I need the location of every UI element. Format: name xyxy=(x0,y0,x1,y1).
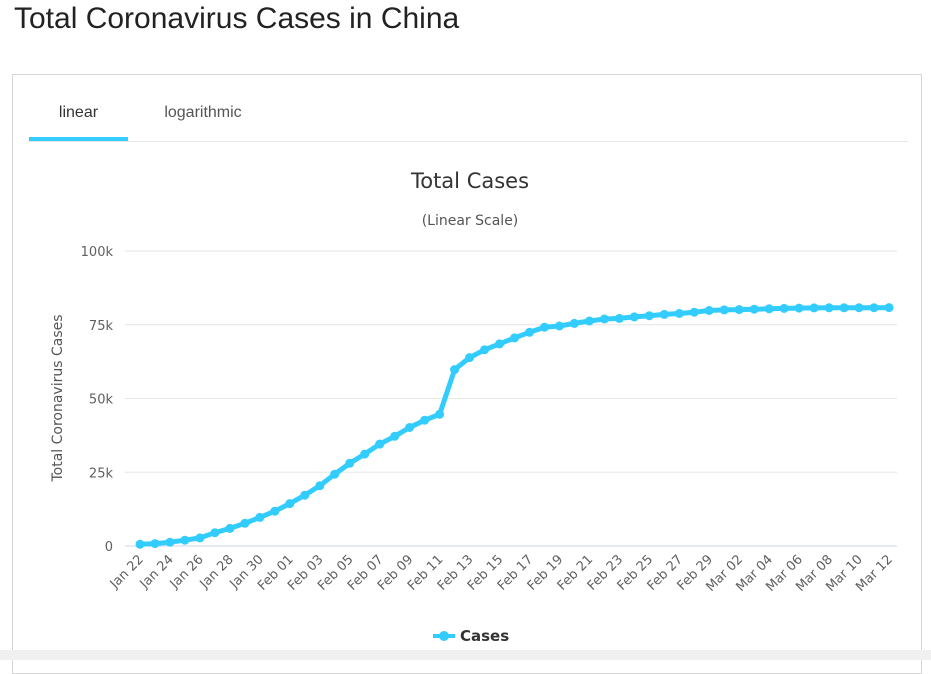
data-point[interactable] xyxy=(240,518,250,528)
data-point[interactable] xyxy=(614,313,624,323)
data-point[interactable] xyxy=(285,499,295,509)
data-point[interactable] xyxy=(150,539,160,549)
data-point[interactable] xyxy=(135,539,145,549)
y-tick-label: 0 xyxy=(105,540,113,555)
data-point[interactable] xyxy=(584,316,594,326)
y-tick-labels: 0 25k 50k 75k 100k xyxy=(81,245,114,555)
data-point[interactable] xyxy=(794,303,804,313)
series-cases xyxy=(135,303,894,549)
data-point[interactable] xyxy=(525,327,534,337)
data-point[interactable] xyxy=(644,311,654,321)
page-title: Total Coronavirus Cases in China xyxy=(14,2,460,35)
data-point[interactable] xyxy=(300,490,310,500)
data-point[interactable] xyxy=(480,345,489,355)
tab-linear[interactable]: linear xyxy=(58,104,99,121)
data-point[interactable] xyxy=(375,439,385,449)
data-point[interactable] xyxy=(674,309,684,318)
data-point[interactable] xyxy=(225,523,235,533)
page-bottom-strip xyxy=(0,650,931,660)
data-point[interactable] xyxy=(689,307,699,317)
y-tick-label: 75k xyxy=(89,319,114,334)
data-point[interactable] xyxy=(270,506,280,516)
data-point[interactable] xyxy=(510,333,519,343)
scale-tabs: linear logarithmic xyxy=(28,89,908,142)
data-point[interactable] xyxy=(884,303,894,313)
data-point[interactable] xyxy=(569,318,579,328)
data-point[interactable] xyxy=(390,431,400,441)
data-point[interactable] xyxy=(420,415,430,425)
grid-lines xyxy=(125,250,897,547)
data-point[interactable] xyxy=(599,314,609,324)
data-point[interactable] xyxy=(839,303,849,313)
x-tick-label: Jan 28 xyxy=(197,552,237,592)
data-point[interactable] xyxy=(854,303,864,313)
x-tick-label: Jan 22 xyxy=(107,552,147,592)
data-point[interactable] xyxy=(824,303,834,313)
y-tick-label: 50k xyxy=(89,393,114,408)
data-point[interactable] xyxy=(360,449,370,459)
x-tick-label: Jan 24 xyxy=(137,552,177,592)
data-point[interactable] xyxy=(435,409,445,419)
data-point[interactable] xyxy=(704,306,714,315)
active-tab-indicator xyxy=(29,137,128,141)
y-tick-label: 25k xyxy=(89,466,114,481)
data-point[interactable] xyxy=(659,309,669,319)
data-point[interactable] xyxy=(210,528,220,538)
data-point[interactable] xyxy=(255,512,265,522)
data-point[interactable] xyxy=(465,353,475,363)
data-point[interactable] xyxy=(195,533,205,543)
data-point[interactable] xyxy=(165,537,175,547)
legend[interactable]: Cases xyxy=(433,627,509,645)
y-axis-label: Total Coronavirus Cases xyxy=(50,314,66,482)
data-point[interactable] xyxy=(629,312,639,322)
legend-cases-symbol-marker xyxy=(439,631,449,641)
x-tick-label: Jan 26 xyxy=(167,552,207,592)
data-point[interactable] xyxy=(495,339,504,349)
data-point[interactable] xyxy=(749,304,759,314)
chart-panel: linear logarithmic xyxy=(12,74,922,674)
data-point[interactable] xyxy=(450,365,460,375)
series-line-cases xyxy=(137,305,892,547)
chart-subtitle: (Linear Scale) xyxy=(422,213,519,229)
data-point[interactable] xyxy=(809,303,819,313)
tab-logarithmic[interactable]: logarithmic xyxy=(164,104,242,121)
data-point[interactable] xyxy=(180,535,190,545)
data-point[interactable] xyxy=(405,423,415,432)
y-tick-label: 100k xyxy=(81,245,114,260)
data-point[interactable] xyxy=(719,305,729,315)
data-point[interactable] xyxy=(734,305,744,315)
total-cases-chart: Total Cases (Linear Scale) Total Coronav… xyxy=(50,169,897,645)
data-point[interactable] xyxy=(764,304,774,314)
chart-title: Total Cases xyxy=(410,169,529,193)
data-point[interactable] xyxy=(330,469,340,479)
data-point[interactable] xyxy=(779,303,789,313)
data-point[interactable] xyxy=(315,481,325,491)
legend-cases-label[interactable]: Cases xyxy=(460,627,509,645)
data-point[interactable] xyxy=(869,303,879,313)
data-point[interactable] xyxy=(345,458,355,468)
data-point[interactable] xyxy=(554,321,564,331)
data-point[interactable] xyxy=(540,322,549,332)
